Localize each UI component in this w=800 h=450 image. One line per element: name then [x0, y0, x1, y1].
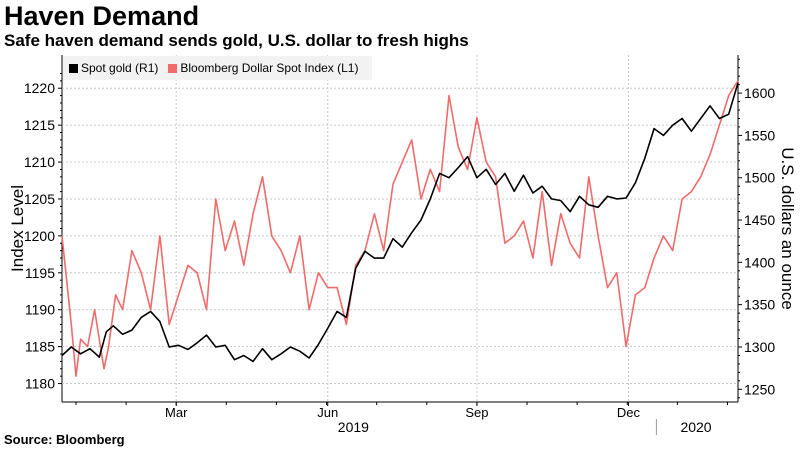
legend-label-dollar: Bloomberg Dollar Spot Index (L1) [180, 61, 359, 75]
y-tick-label-left: 1190 [25, 302, 55, 318]
x-tick-label: Mar [165, 405, 188, 420]
y-tick-label-left: 1185 [25, 339, 55, 355]
legend-label-gold: Spot gold (R1) [81, 61, 159, 75]
y-tick-label-left: 1180 [25, 376, 55, 392]
x-tick-label: Dec [617, 405, 641, 420]
y-tick-label-right: 1400 [744, 254, 775, 270]
legend-item-gold: Spot gold (R1) [69, 61, 158, 75]
y-tick-label-left: 1215 [24, 117, 55, 133]
y-tick-label-right: 1600 [744, 85, 775, 101]
y-tick-label-left: 1205 [24, 191, 55, 207]
chart-title: Haven Demand [4, 1, 200, 31]
series-line-dollar-index [61, 80, 739, 378]
chart-legend: Spot gold (R1) Bloomberg Dollar Spot Ind… [63, 56, 373, 80]
legend-item-dollar: Bloomberg Dollar Spot Index (L1) [168, 61, 358, 75]
y-tick-label-right: 1350 [744, 297, 775, 313]
chart-subtitle: Safe haven demand sends gold, U.S. dolla… [4, 31, 469, 50]
year-label: 2020 [680, 419, 711, 435]
y-axis-title-right: U.S. dollars an ounce [778, 147, 797, 310]
y-tick-label-right: 1550 [744, 127, 775, 143]
y-tick-label-right: 1300 [744, 339, 775, 355]
year-label: 2019 [338, 419, 369, 435]
y-tick-label-left: 1220 [24, 80, 55, 96]
x-tick-label: Jun [317, 405, 338, 420]
y-tick-label-left: 1210 [24, 154, 55, 170]
legend-swatch-dollar [168, 63, 178, 73]
source-note: Source: Bloomberg [4, 432, 125, 447]
y-tick-label-right: 1250 [744, 381, 775, 397]
x-tick-label: Sep [465, 405, 488, 420]
legend-swatch-gold [69, 63, 78, 73]
y-tick-label-right: 1450 [744, 212, 775, 228]
series-line-spot-gold [61, 82, 739, 363]
y-tick-label-left: 1195 [25, 265, 55, 281]
y-axis-title-left: Index Level [8, 185, 27, 272]
y-tick-label-left: 1200 [24, 228, 55, 244]
y-tick-label-right: 1500 [744, 170, 775, 186]
